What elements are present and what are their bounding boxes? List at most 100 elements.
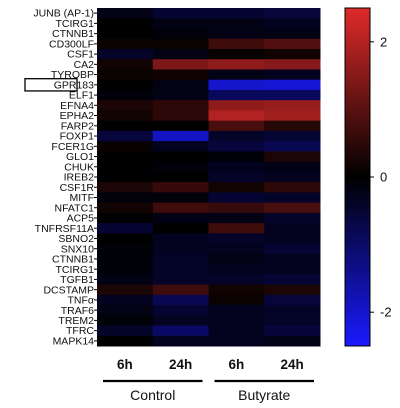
heatmap-cell — [97, 38, 154, 50]
heatmap-cell — [97, 294, 154, 306]
colorbar-tick-label: 2 — [380, 34, 387, 49]
row-label: CTNNB1 — [52, 28, 94, 40]
heatmap-cell — [152, 110, 209, 122]
heatmap-cell — [152, 294, 209, 306]
row-label: FARP2 — [61, 120, 94, 132]
row-label: CSF1R — [60, 182, 95, 194]
row-label: TRAF6 — [61, 305, 94, 317]
row-label: IREB2 — [64, 172, 95, 184]
heatmap-cell — [264, 48, 321, 60]
row-label: CHUK — [64, 161, 94, 173]
heatmap-cell — [208, 335, 265, 347]
heatmap-cell — [208, 141, 265, 152]
heatmap-cell — [208, 38, 265, 50]
heatmap-cell — [208, 18, 265, 29]
heatmap-cell — [152, 335, 209, 347]
row-label: TCIRG1 — [55, 18, 94, 30]
heatmap-cell — [97, 89, 154, 101]
row-label: EFNA4 — [60, 100, 94, 112]
heatmap-cell — [208, 315, 265, 327]
heatmap-cell — [97, 18, 154, 29]
row-label: TNFα — [68, 295, 94, 307]
heatmap-cell — [264, 182, 321, 193]
heatmap-cell — [97, 202, 154, 214]
heatmap-cell — [208, 48, 265, 60]
heatmap-cell — [208, 284, 265, 296]
heatmap-cell — [264, 335, 321, 347]
heatmap-cell — [208, 233, 265, 245]
heatmap-cell — [208, 305, 265, 316]
heatmap-cell — [208, 182, 265, 193]
heatmap-cell — [264, 151, 321, 163]
heatmap-cell — [152, 89, 209, 101]
heatmap-cell — [208, 202, 265, 214]
row-label: GPR183 — [54, 79, 94, 91]
heatmap-cell — [97, 59, 154, 70]
heatmap-cell — [97, 130, 154, 142]
heatmap-cell — [264, 171, 321, 183]
heatmap-cell — [152, 18, 209, 29]
heatmap-cell — [97, 233, 154, 245]
heatmap-cell — [208, 243, 265, 255]
heatmap-cell — [208, 130, 265, 142]
heatmap-cell — [264, 192, 321, 204]
heatmap-cell — [152, 274, 209, 286]
heatmap-cell — [264, 233, 321, 245]
heatmap-cell — [97, 171, 154, 183]
row-label: ELF1 — [69, 90, 94, 102]
row-label: EPHA2 — [60, 110, 95, 122]
heatmap-cell — [208, 161, 265, 173]
heatmap-cell — [152, 130, 209, 142]
heatmap-cell — [264, 264, 321, 275]
heatmap-cells — [97, 8, 321, 347]
row-label: MITF — [70, 192, 95, 204]
heatmap-cell — [208, 223, 265, 234]
heatmap-cell — [152, 8, 209, 19]
column-label: 6h — [117, 357, 133, 372]
heatmap-cell — [264, 161, 321, 173]
heatmap-cell — [264, 28, 321, 40]
heatmap-cell — [208, 325, 265, 337]
heatmap-cell — [264, 69, 321, 81]
heatmap-cell — [97, 120, 154, 132]
heatmap-cell — [264, 325, 321, 337]
heatmap-cell — [264, 284, 321, 296]
heatmap-cell — [208, 192, 265, 204]
heatmap-cell — [208, 89, 265, 101]
heatmap-cell — [152, 69, 209, 81]
heatmap-cell — [208, 264, 265, 275]
heatmap-cell — [264, 130, 321, 142]
heatmap-cell — [264, 305, 321, 316]
heatmap-cell — [97, 335, 154, 347]
heatmap-cell — [97, 253, 154, 265]
heatmap-cell — [208, 151, 265, 163]
group-label: Control — [130, 387, 175, 403]
heatmap-cell — [97, 100, 154, 111]
row-label: MAPK14 — [53, 335, 95, 347]
heatmap-cell — [264, 212, 321, 224]
row-label: FCER1G — [51, 141, 94, 153]
heatmap-cell — [97, 69, 154, 81]
heatmap-cell — [264, 59, 321, 70]
row-label: TREM2 — [58, 315, 94, 327]
heatmap-cell — [264, 38, 321, 50]
heatmap-cell — [97, 325, 154, 337]
row-label: CA2 — [74, 59, 95, 71]
heatmap-cell — [152, 141, 209, 152]
heatmap-cell — [264, 110, 321, 122]
row-label: TGFB1 — [60, 274, 94, 286]
heatmap-cell — [97, 243, 154, 255]
heatmap-cell — [152, 253, 209, 265]
heatmap-cell — [264, 223, 321, 234]
row-label: ACP5 — [67, 213, 95, 225]
heatmap-cell — [152, 120, 209, 132]
heatmap-cell — [264, 79, 321, 91]
column-label: 24h — [280, 357, 303, 372]
heatmap-cell — [97, 110, 154, 122]
highlighted-row-box — [24, 78, 78, 92]
heatmap-cell — [152, 305, 209, 316]
heatmap-cell — [97, 141, 154, 152]
colorbar: 2 0 -2 — [344, 7, 392, 347]
row-label: GLO1 — [66, 151, 94, 163]
heatmap-cell — [97, 284, 154, 296]
